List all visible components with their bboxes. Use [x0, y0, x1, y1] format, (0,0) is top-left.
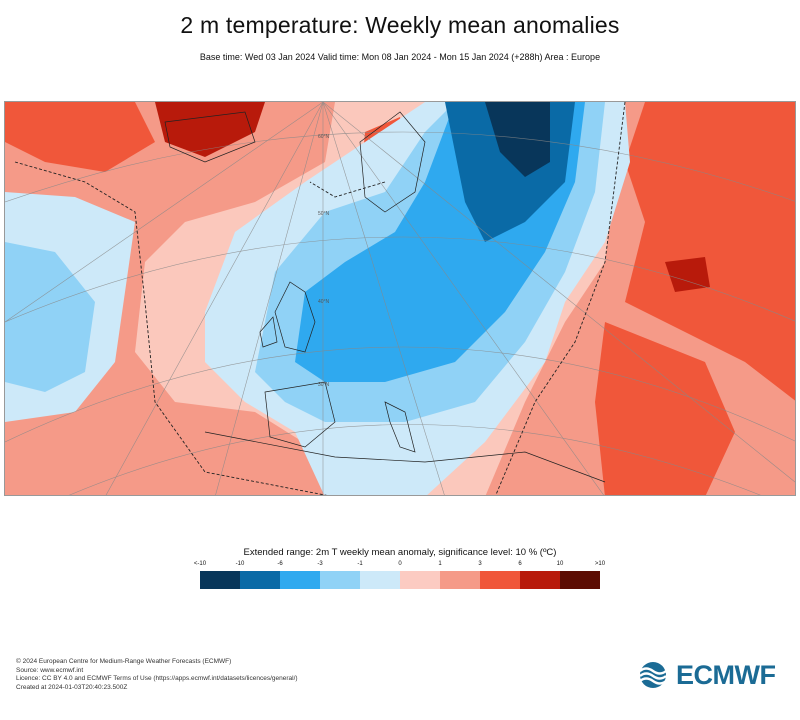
legend-tick: -3	[317, 561, 323, 567]
licence-text: Licence: CC BY 4.0 and ECMWF Terms of Us…	[16, 675, 298, 683]
copyright-text: © 2024 European Centre for Medium-Range …	[16, 658, 232, 665]
graticule-label: 30°N	[318, 382, 330, 388]
anomaly-area-atlantic-warm	[5, 102, 335, 495]
anomaly-map-canvas: 60°N 50°N 40°N 30°N	[5, 102, 795, 495]
coastline-ireland	[259, 316, 278, 348]
legend-colorbar	[200, 571, 600, 589]
source-text: Source: www.ecmwf.int	[16, 666, 84, 674]
longitude-line	[322, 102, 445, 495]
legend-swatch	[280, 571, 320, 589]
ecmwf-logo[interactable]: ECMWF	[636, 659, 776, 690]
legend-tick: 0	[398, 561, 402, 567]
coastline-italy	[384, 401, 416, 453]
anomaly-map[interactable]: 60°N 50°N 40°N 30°N	[4, 101, 796, 496]
legend-tick: 1	[438, 561, 442, 567]
significance-contour	[309, 181, 386, 198]
graticule-label: 60°N	[318, 134, 330, 140]
coastline-north-africa	[204, 431, 606, 483]
ecmwf-logo-text: ECMWF	[676, 659, 776, 690]
credits: © 2024 European Centre for Medium-Range …	[16, 658, 298, 692]
latitude-line	[5, 236, 795, 323]
longitude-line	[5, 102, 324, 323]
legend-tick-labels: <-10 -10 -6 -3 -1 0 1 3 6 10 >10	[194, 561, 605, 571]
significance-contour	[14, 161, 327, 495]
graticule-label: 40°N	[318, 299, 330, 305]
anomaly-area-russia-extreme	[665, 257, 710, 292]
created-timestamp: Created at 2024-01-03T20:40:23.500Z	[16, 683, 128, 691]
legend-tick: >10	[594, 561, 606, 567]
legend-swatch	[560, 571, 600, 589]
graticule	[5, 102, 795, 495]
legend-title: Extended range: 2m T weekly mean anomaly…	[243, 547, 557, 558]
coastline-greenland	[164, 111, 256, 163]
coastline-uk	[274, 281, 316, 353]
anomaly-area-greenland-strong	[5, 102, 155, 172]
legend-tick: -10	[235, 561, 245, 567]
longitude-line	[322, 102, 604, 495]
anomaly-area-russia-coldest	[485, 102, 550, 177]
legend-swatch	[520, 571, 560, 589]
anomaly-area-greenland-extreme	[155, 102, 265, 157]
coastlines	[164, 111, 606, 483]
graticule-label: 50°N	[318, 211, 330, 217]
anomaly-area-russia-strong	[625, 102, 795, 401]
latitude-line	[5, 131, 795, 203]
legend-tick: 6	[518, 561, 522, 567]
anomaly-area-middle-east-strong	[595, 322, 735, 495]
page-title: 2 m temperature: Weekly mean anomalies	[180, 12, 620, 38]
ecmwf-logo-icon	[639, 662, 667, 688]
legend-tick: -1	[357, 561, 363, 567]
graticule-labels: 60°N 50°N 40°N 30°N	[318, 134, 330, 388]
longitude-line	[215, 102, 324, 495]
legend-swatch	[240, 571, 280, 589]
legend-swatch	[360, 571, 400, 589]
legend-swatch	[440, 571, 480, 589]
legend-swatch	[320, 571, 360, 589]
legend-swatch	[400, 571, 440, 589]
legend-swatch	[200, 571, 240, 589]
coastline-iberia	[264, 381, 336, 448]
legend-tick: -6	[277, 561, 283, 567]
significance-contour	[495, 102, 626, 495]
longitude-line	[105, 102, 324, 495]
latitude-line	[5, 346, 795, 443]
coastline-scandinavia	[359, 111, 426, 213]
forecast-info: Base time: Wed 03 Jan 2024 Valid time: M…	[199, 52, 601, 62]
significance-contours	[14, 102, 626, 495]
legend-swatch	[480, 571, 520, 589]
legend-tick: <-10	[193, 561, 207, 567]
latitude-line	[69, 424, 761, 495]
legend-tick: 3	[478, 561, 482, 567]
anomaly-area-atlantic-cold	[5, 242, 95, 392]
legend-tick: 10	[556, 561, 564, 567]
longitude-line	[322, 102, 795, 483]
